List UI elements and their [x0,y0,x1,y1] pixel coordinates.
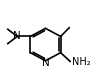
Text: NH₂: NH₂ [72,57,90,67]
Text: N: N [42,58,49,68]
Text: N: N [13,31,21,41]
